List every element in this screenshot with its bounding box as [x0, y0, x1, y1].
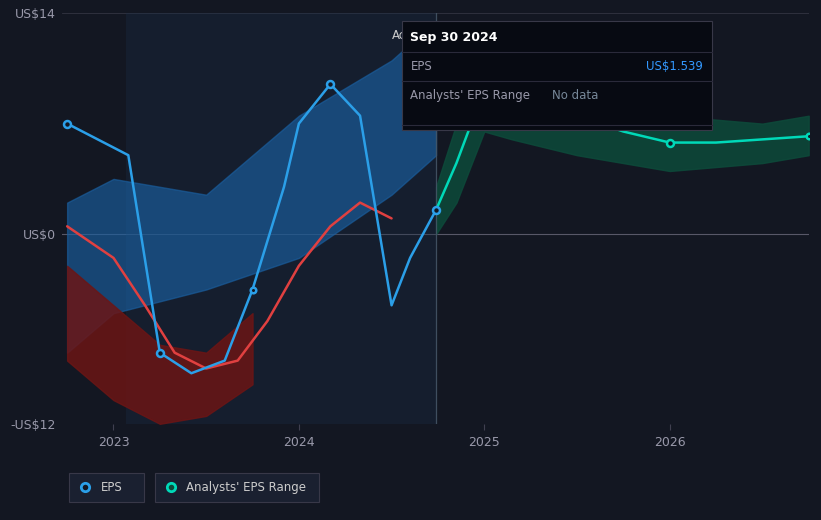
Text: Analysts' EPS Range: Analysts' EPS Range — [186, 481, 306, 494]
FancyBboxPatch shape — [401, 21, 712, 130]
Text: No data: No data — [553, 89, 599, 102]
Bar — [126, 13, 436, 424]
Text: Sep 30 2024: Sep 30 2024 — [410, 32, 498, 45]
Text: US$1.539: US$1.539 — [646, 60, 703, 73]
Text: Analysts Forecasts: Analysts Forecasts — [449, 29, 559, 42]
Text: Actual: Actual — [392, 29, 429, 42]
FancyBboxPatch shape — [69, 473, 144, 502]
Text: Analysts' EPS Range: Analysts' EPS Range — [410, 89, 530, 102]
Text: EPS: EPS — [410, 60, 432, 73]
FancyBboxPatch shape — [155, 473, 319, 502]
Text: EPS: EPS — [100, 481, 122, 494]
